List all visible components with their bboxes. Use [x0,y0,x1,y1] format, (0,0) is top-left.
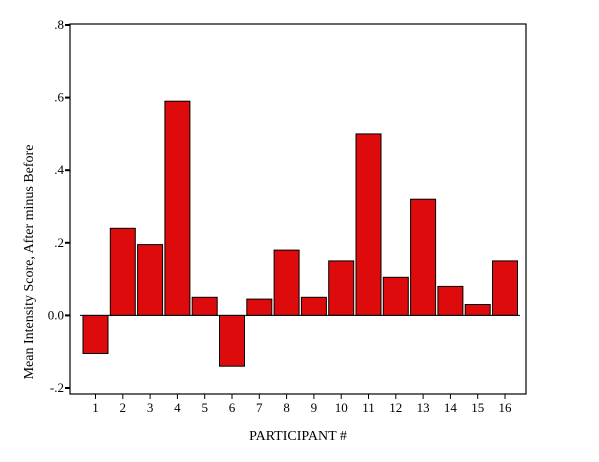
y-tick-label: .2 [54,235,64,250]
y-tick-label: .8 [54,17,64,32]
bar-group [82,100,518,367]
bar-16 [492,260,518,316]
x-axis: 1 2 3 4 5 6 7 8 9 10 11 12 13 14 15 16 [92,394,512,415]
y-axis: -.2 0.0 .2 .4 .6 .8 [48,17,70,395]
x-tick-label: 13 [417,400,430,415]
y-tick-label: 0.0 [48,307,64,322]
x-tick-label: 12 [389,400,402,415]
y-tick-label: .4 [54,162,64,177]
bar-3 [137,244,164,316]
y-tick-label: -.2 [50,380,64,395]
bar-5 [191,296,218,316]
bar-12 [382,276,409,316]
y-tick-label: .6 [54,90,64,105]
bar-11 [355,133,382,316]
x-tick-label: 5 [201,400,208,415]
bar-4 [164,100,191,316]
x-tick-label: 8 [283,400,290,415]
x-tick-label: 1 [92,400,99,415]
x-tick-label: 6 [229,400,236,415]
x-tick-label: 7 [256,400,263,415]
x-tick-label: 2 [120,400,127,415]
x-tick-label: 9 [311,400,318,415]
bar-9 [300,296,327,316]
bar-2 [109,227,136,316]
y-axis-title: Mean Intensity Score, After minus Before [22,145,37,380]
bar-15 [464,304,491,316]
x-tick-label: 11 [362,400,375,415]
x-tick-label: 14 [444,400,458,415]
x-axis-title: PARTICIPANT # [249,429,347,444]
bar-1 [82,314,109,354]
x-tick-label: 3 [147,400,154,415]
x-tick-label: 10 [335,400,348,415]
x-tick-label: 4 [174,400,181,415]
bar-13 [410,198,437,316]
bar-6 [219,314,245,367]
bar-10 [328,260,355,316]
bar-8 [273,249,300,316]
x-tick-label: 15 [471,400,484,415]
plot-frame [69,23,527,395]
bar-14 [437,285,464,316]
bar-7 [246,298,273,316]
x-tick-label: 16 [499,400,513,415]
